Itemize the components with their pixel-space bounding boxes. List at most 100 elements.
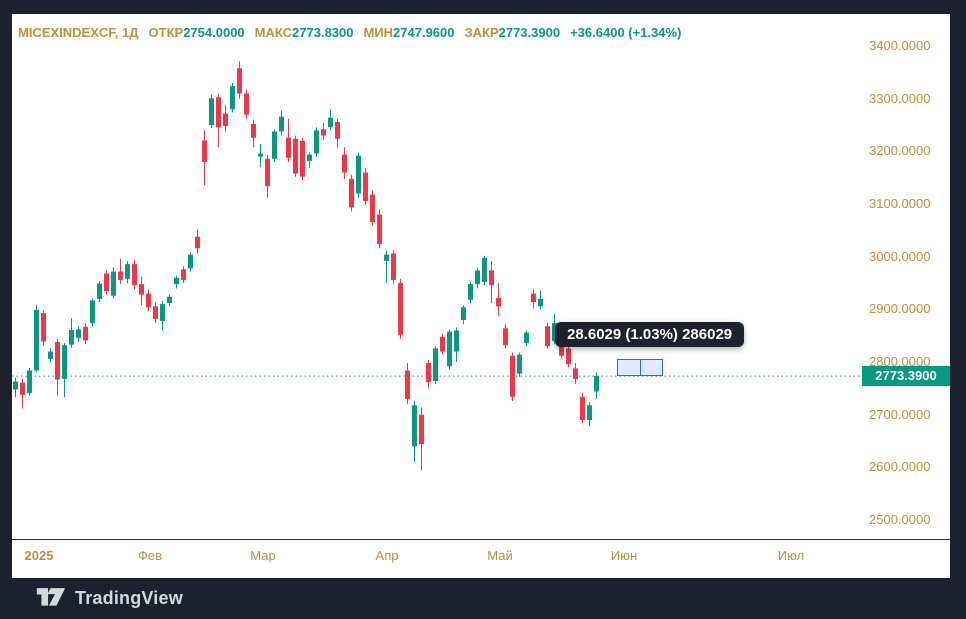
candle-body (216, 97, 221, 128)
candle-body (405, 370, 410, 399)
candle-body (370, 194, 375, 222)
candle-body (181, 269, 186, 280)
price-axis[interactable]: 3400.0000 3300.0000 3200.0000 3100.0000 3000… (862, 14, 950, 539)
range-selection-box[interactable] (617, 359, 663, 376)
candle-body (293, 138, 298, 174)
candle-body (517, 354, 522, 374)
candle-body (566, 348, 571, 365)
open-label: ОТКР (148, 25, 184, 40)
candle-body (272, 131, 277, 159)
price-axis-label: 2700.0000 (869, 406, 931, 422)
candle-body (223, 113, 228, 127)
candle-body (69, 329, 74, 345)
candle-body (188, 254, 193, 269)
price-axis-label: 2900.0000 (869, 301, 931, 317)
candle-body (328, 117, 333, 128)
price-axis-label: 3100.0000 (869, 196, 931, 212)
high-value: 2773.8300 (292, 25, 354, 40)
candle-body (545, 326, 550, 347)
chart-panel[interactable]: MICEXINDEXCF, 1Д ОТКР2754.0000 МАКС2773.83… (12, 14, 950, 578)
candle-body (342, 154, 347, 173)
candle-body (265, 158, 270, 187)
candle-body (377, 214, 382, 245)
candle-body (48, 351, 53, 359)
candle-body (384, 254, 389, 261)
time-axis-label: Апр (375, 548, 399, 563)
candle-body (286, 137, 291, 158)
candle-body (573, 368, 578, 379)
candle-body (510, 355, 515, 397)
candle-body (398, 283, 403, 335)
candle-body (433, 348, 438, 382)
time-axis[interactable]: 2025 Фев Мар Апр Май Июн Июл (12, 540, 950, 578)
candle-body (538, 298, 543, 307)
candle-body (41, 313, 46, 342)
symbol-name: MICEXINDEXCF, 1Д (18, 25, 139, 40)
low-label: МИН (363, 25, 394, 40)
candle-body (594, 376, 599, 392)
price-axis-label: 3400.0000 (869, 38, 931, 54)
time-axis-label: Май (487, 548, 513, 563)
candle-body (34, 309, 39, 371)
price-axis-label: 3300.0000 (869, 90, 931, 106)
open-value: 2754.0000 (183, 25, 245, 40)
candle-body (447, 331, 452, 367)
candle-body (153, 306, 158, 319)
candle-body (167, 296, 172, 304)
low-value: 2747.9600 (393, 25, 455, 40)
time-axis-label: Мар (250, 548, 276, 563)
candle-body (356, 155, 361, 194)
candle-body (111, 271, 116, 296)
interval-label: 1Д (122, 25, 139, 40)
candle-body (125, 264, 130, 279)
candle-body (391, 253, 396, 280)
time-axis-label: Фев (137, 548, 163, 563)
candle-body (76, 329, 81, 338)
symbol-legend[interactable]: MICEXINDEXCF, 1Д ОТКР2754.0000 МАКС2773.83… (18, 25, 681, 40)
candle-body (146, 293, 151, 308)
candle-body (440, 336, 445, 352)
candle-body (300, 140, 305, 177)
price-axis-label: 3200.0000 (869, 143, 931, 159)
candle-body (55, 342, 60, 380)
candle-body (363, 172, 368, 201)
candle-body (139, 284, 144, 295)
candle-body (419, 414, 424, 445)
candle-body (496, 297, 501, 307)
candle-body (230, 86, 235, 110)
measure-tooltip: 28.6029 (1.03%) 286029 (555, 322, 745, 347)
candle-body (258, 153, 263, 157)
candle-body (90, 300, 95, 324)
time-axis-label: 2025 (24, 548, 54, 563)
candle-body (412, 405, 417, 447)
tradingview-logo[interactable]: TradingView (36, 587, 183, 611)
range-selection-divider (640, 360, 641, 375)
candle-body (503, 328, 508, 346)
candle-body (202, 140, 207, 162)
candle-body (251, 124, 256, 138)
candle-body (335, 121, 340, 139)
candle-body (482, 257, 487, 283)
price-axis-label: 2500.0000 (869, 512, 931, 528)
candle-body (454, 330, 459, 352)
candle-body (174, 277, 179, 285)
close-value: 2773.3900 (498, 25, 561, 40)
high-label: МАКС (254, 25, 293, 40)
price-axis-label: 2600.0000 (869, 459, 931, 475)
candle-body (13, 381, 18, 390)
candle-body (62, 345, 67, 379)
change-value: +36.6400 (+1.34%) (570, 25, 682, 40)
candle-body (279, 116, 284, 132)
candle-body (524, 332, 529, 344)
bottom-bar: TradingView (0, 578, 966, 619)
candle-body (461, 307, 466, 320)
candle-body (118, 271, 123, 280)
close-label: ЗАКР (464, 25, 499, 40)
candle-body (209, 98, 214, 126)
candle-body (132, 264, 137, 286)
candle-body (104, 273, 109, 291)
candlestick-plot[interactable] (12, 14, 862, 539)
candle-body (314, 130, 319, 154)
candle-body (244, 93, 249, 115)
